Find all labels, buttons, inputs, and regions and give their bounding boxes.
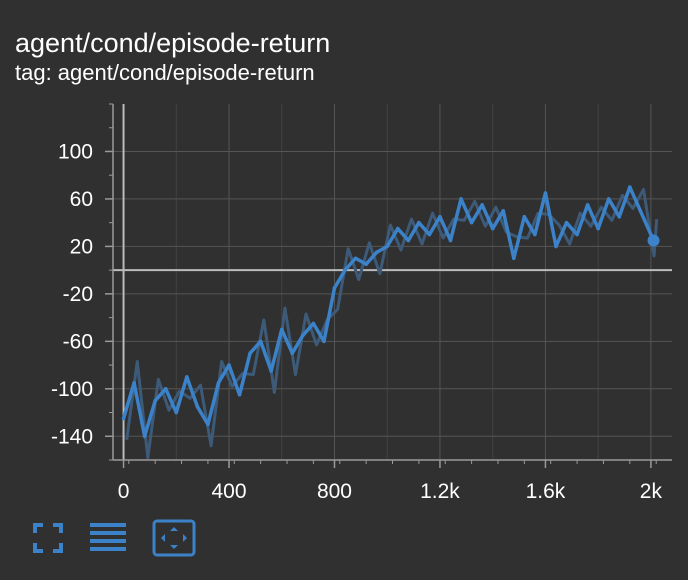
- series-point-0-26: [395, 226, 400, 231]
- toggle-log-scale-button[interactable]: [88, 518, 128, 558]
- series-point-0-39: [533, 232, 537, 237]
- x-tick-label-3: 1.2k: [420, 480, 460, 500]
- series-point-0-25: [385, 244, 390, 249]
- fullscreen-icon: [33, 523, 63, 553]
- line-chart[interactable]: 0 400 800 1.2k 1.6k 2k 100 60 20 -20 -60 -100 -140: [0, 0, 688, 500]
- y-tick-label-3: -20: [63, 283, 93, 306]
- series-point-0-14: [269, 369, 274, 373]
- series-point-0-20: [332, 286, 337, 290]
- series-point-0-8: [206, 422, 210, 427]
- series-point-0-36: [501, 209, 506, 213]
- x-tick-label-1: 400: [211, 480, 246, 500]
- y-tick-label-2: 20: [70, 235, 93, 258]
- series-point-0-15: [279, 327, 284, 332]
- fullscreen-button[interactable]: [28, 518, 68, 558]
- series-point-0-43: [575, 232, 579, 237]
- series-shadow-line-0: [125, 187, 659, 460]
- x-tick-label-0: 0: [118, 480, 130, 500]
- y-tick-label-5: -100: [51, 378, 93, 401]
- series-point-0-48: [628, 185, 632, 189]
- series-point-0-23: [364, 262, 368, 267]
- series-point-0-19: [322, 339, 326, 344]
- chart-tag-subtitle: tag: agent/cond/episode-return: [15, 60, 315, 85]
- series-point-0-7: [195, 404, 200, 409]
- x-tick-label-5: 2k: [640, 480, 663, 500]
- series-point-0-31: [448, 238, 453, 243]
- series-point-0-21: [343, 268, 347, 272]
- series-point-0-18: [311, 321, 316, 326]
- series-end-marker-0: [647, 234, 660, 247]
- series-point-0-13: [258, 339, 263, 344]
- fit-domain-button[interactable]: [152, 518, 196, 558]
- series-point-0-29: [427, 232, 432, 237]
- series-point-0-12: [248, 351, 252, 356]
- y-tick-label-6: -140: [51, 425, 93, 448]
- series-point-0-46: [606, 197, 611, 201]
- series-point-0-33: [469, 220, 474, 225]
- series-point-0-1: [132, 381, 136, 385]
- series-point-0-44: [585, 203, 590, 207]
- series-point-0-32: [459, 197, 463, 201]
- series-point-0-0: [121, 416, 126, 421]
- toggle-log-scale-icon: [90, 523, 126, 551]
- series-point-0-10: [227, 363, 231, 367]
- series-point-0-11: [237, 392, 242, 397]
- series-point-0-34: [480, 203, 484, 207]
- series-point-0-40: [543, 191, 548, 195]
- x-tick-label-4: 1.6k: [526, 480, 566, 500]
- series-point-0-16: [290, 351, 295, 356]
- series-point-0-9: [216, 381, 221, 385]
- series-point-0-41: [554, 244, 558, 249]
- series-point-0-30: [438, 214, 442, 219]
- y-tick-label-4: -60: [63, 330, 93, 353]
- fit-domain-icon: [152, 519, 196, 557]
- series-line-0: [121, 185, 656, 439]
- series-point-0-35: [490, 226, 495, 231]
- series-point-0-2: [142, 434, 147, 439]
- series-point-0-38: [522, 214, 527, 219]
- series-point-0-22: [353, 256, 358, 261]
- series-point-0-6: [185, 375, 189, 379]
- series-point-0-3: [153, 398, 157, 403]
- series-point-0-5: [174, 410, 179, 415]
- chart-title: agent/cond/episode-return: [15, 28, 331, 58]
- series-point-0-4: [163, 387, 168, 391]
- series-point-0-45: [596, 226, 600, 231]
- y-tick-label-0: 100: [58, 140, 93, 163]
- series-point-0-49: [638, 209, 643, 213]
- series-point-0-47: [617, 214, 622, 219]
- series-point-0-28: [417, 220, 421, 225]
- series-point-0-27: [406, 238, 411, 243]
- series-point-0-42: [564, 220, 569, 225]
- x-tick-label-2: 800: [317, 480, 352, 500]
- series-point-0-24: [374, 250, 379, 255]
- y-tick-label-1: 60: [70, 188, 93, 211]
- series-point-0-17: [301, 333, 305, 338]
- series-point-0-37: [511, 256, 516, 261]
